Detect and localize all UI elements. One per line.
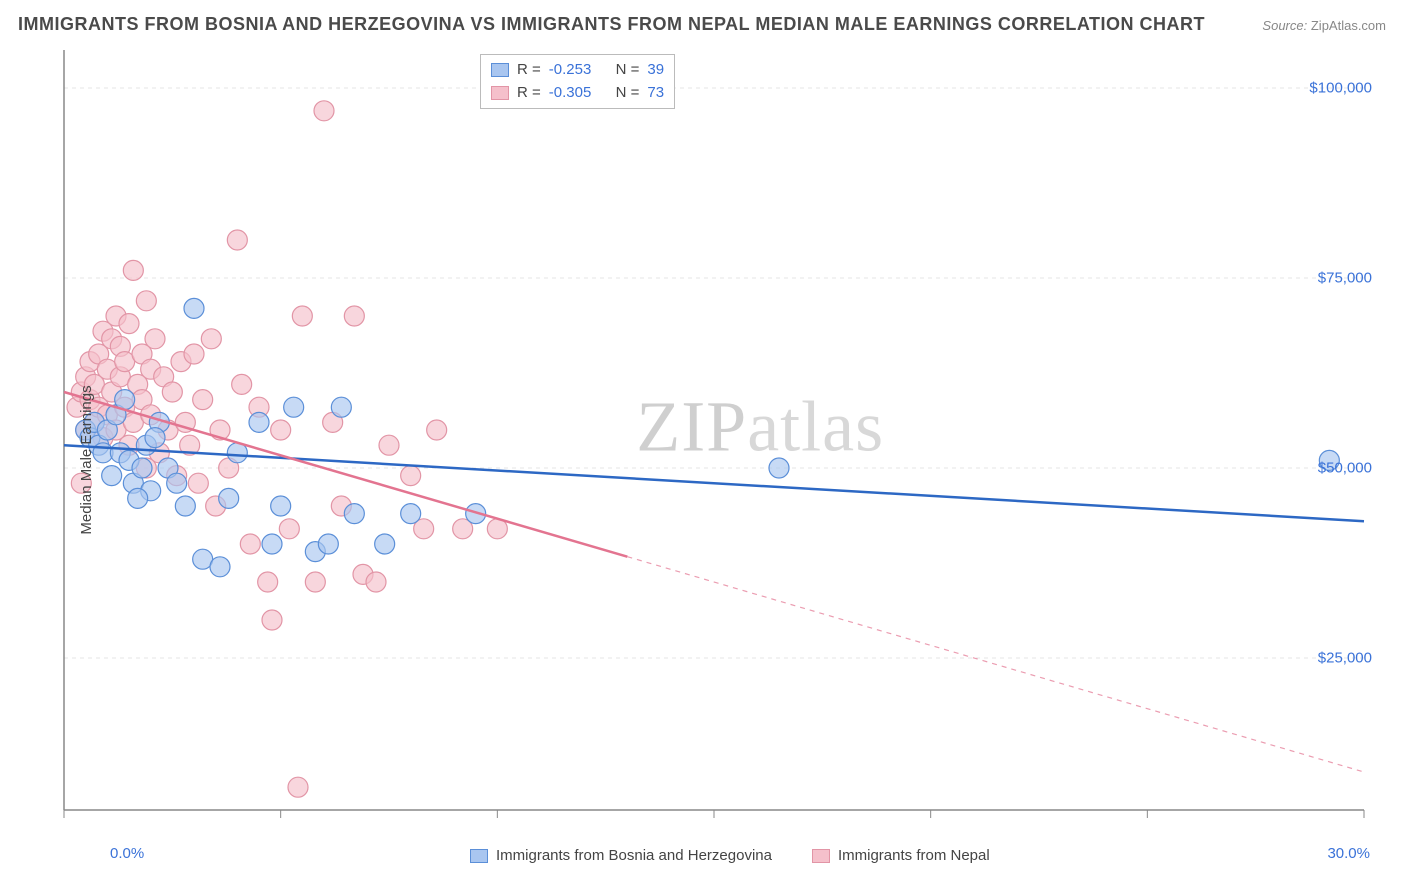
chart-svg <box>50 50 1390 840</box>
legend-swatch-bosnia <box>470 849 488 863</box>
y-tick-label: $75,000 <box>1318 270 1372 287</box>
stats-n-label: N = <box>616 59 640 82</box>
y-axis-label: Median Male Earnings <box>78 385 95 534</box>
stats-n-label: N = <box>616 82 640 105</box>
legend-swatch-nepal <box>812 849 830 863</box>
stats-n-bosnia: 39 <box>647 59 664 82</box>
y-tick-label: $100,000 <box>1309 80 1372 97</box>
stats-legend: R = -0.253 N = 39 R = -0.305 N = 73 <box>480 54 675 109</box>
y-tick-label: $50,000 <box>1318 460 1372 477</box>
source-attribution: Source: ZipAtlas.com <box>1262 18 1386 33</box>
legend-label-bosnia: Immigrants from Bosnia and Herzegovina <box>496 847 772 864</box>
stats-r-label: R = <box>517 82 541 105</box>
x-axis-min-label: 0.0% <box>110 845 144 862</box>
x-axis-max-label: 30.0% <box>1327 845 1370 862</box>
source-prefix: Source: <box>1262 18 1307 33</box>
legend-item-bosnia: Immigrants from Bosnia and Herzegovina <box>470 847 772 864</box>
bottom-legend: Immigrants from Bosnia and Herzegovina I… <box>470 847 990 864</box>
legend-label-nepal: Immigrants from Nepal <box>838 847 990 864</box>
stats-row-nepal: R = -0.305 N = 73 <box>491 82 664 105</box>
stats-swatch-nepal <box>491 86 509 100</box>
stats-r-bosnia: -0.253 <box>549 59 592 82</box>
y-tick-label: $25,000 <box>1318 650 1372 667</box>
stats-r-label: R = <box>517 59 541 82</box>
stats-n-nepal: 73 <box>647 82 664 105</box>
stats-r-nepal: -0.305 <box>549 82 592 105</box>
chart-container: Median Male Earnings ZIPatlas 0.0% 30.0%… <box>50 50 1390 870</box>
legend-item-nepal: Immigrants from Nepal <box>812 847 990 864</box>
source-name: ZipAtlas.com <box>1311 18 1386 33</box>
stats-row-bosnia: R = -0.253 N = 39 <box>491 59 664 82</box>
stats-swatch-bosnia <box>491 63 509 77</box>
chart-title: IMMIGRANTS FROM BOSNIA AND HERZEGOVINA V… <box>18 14 1205 35</box>
